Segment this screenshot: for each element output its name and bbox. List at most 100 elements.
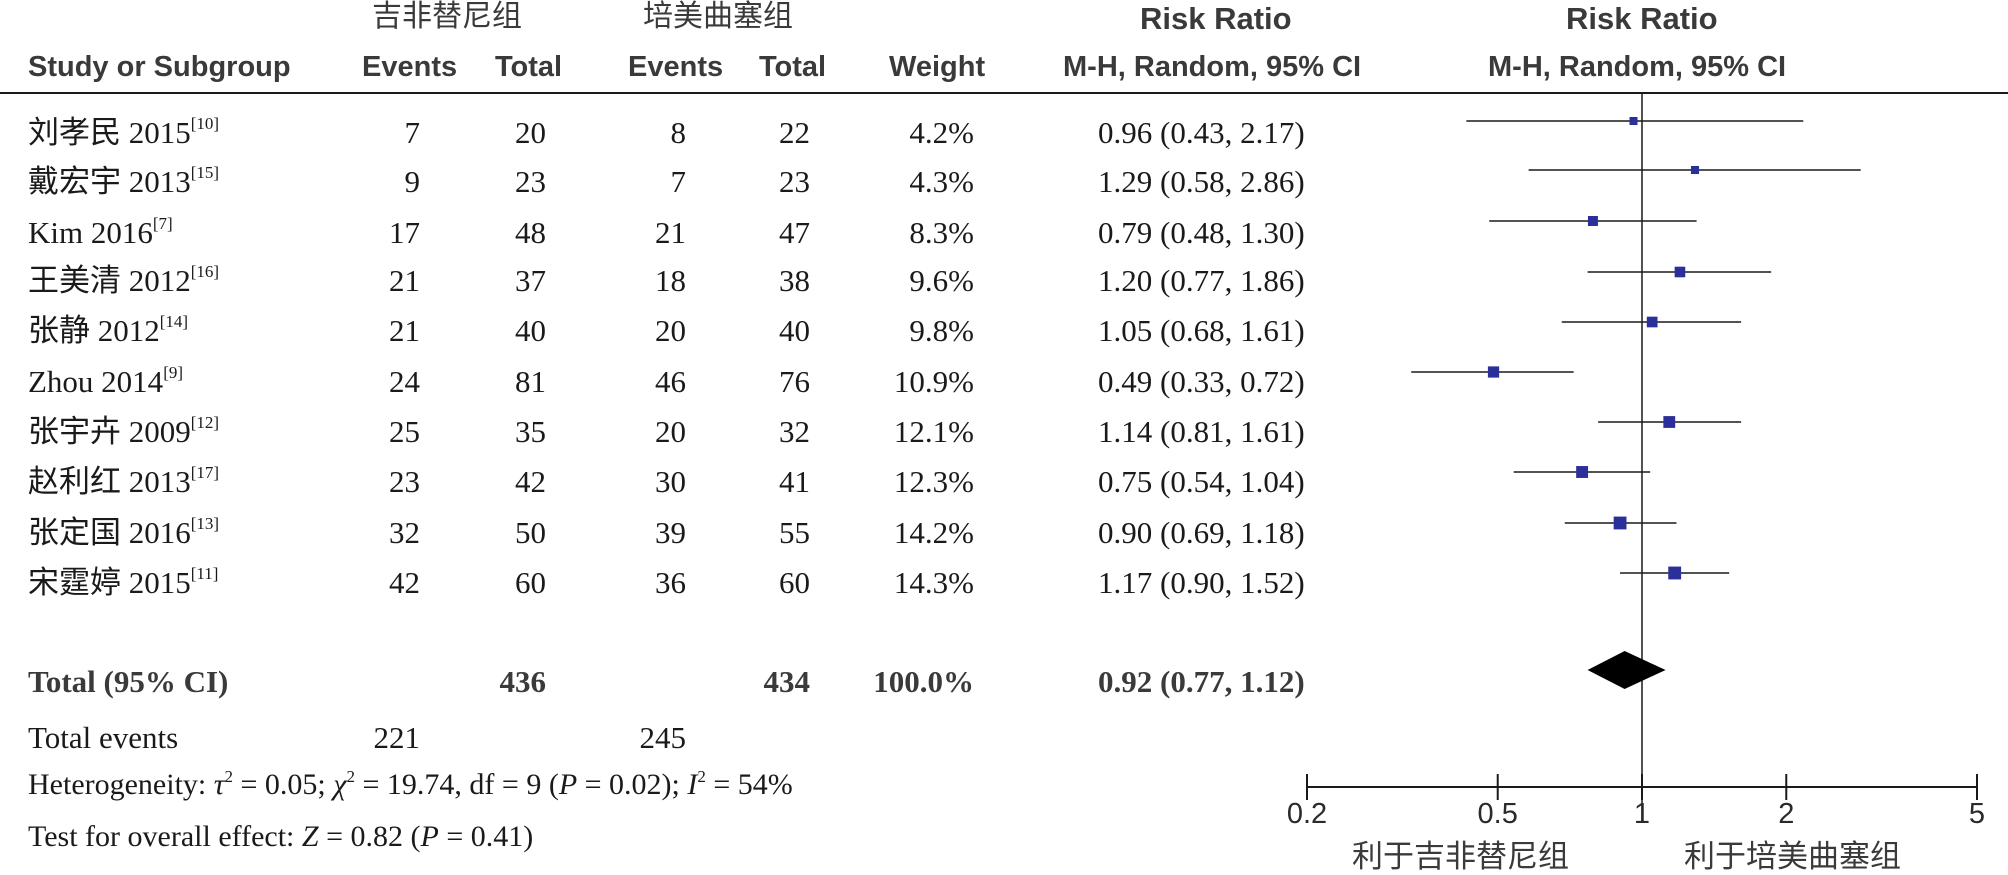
events-group1: 9 (404, 164, 421, 199)
weight-value: 4.2% (909, 115, 974, 150)
events2-header: Events (628, 51, 724, 83)
x-tick-label: 1 (1633, 798, 1651, 830)
rr-ci-value: 0.79 (0.48, 1.30) (1098, 215, 1305, 250)
events1-header: Events (362, 51, 458, 83)
study-name: 宋霆婷 2015[11] (28, 565, 218, 598)
study-name-text: 王美清 2012 (28, 263, 191, 298)
point-estimate-marker (1690, 165, 1700, 175)
total-group1: 48 (515, 215, 546, 250)
heterogeneity-text: Heterogeneity: τ2 = 0.05; χ2 = 19.74, df… (28, 767, 793, 801)
study-reference: [14] (159, 312, 189, 331)
rr-ci-value: 0.90 (0.69, 1.18) (1098, 515, 1305, 550)
rr-title-left: Risk Ratio (1140, 1, 1292, 36)
events-group2: 20 (655, 414, 686, 449)
point-estimate-marker (1576, 466, 1589, 478)
study-name-text: 张宇卉 2009 (28, 414, 191, 449)
favours-left-label: 利于吉非替尼组 (1352, 839, 1569, 875)
rr-ci-value: 0.96 (0.43, 2.17) (1098, 115, 1305, 150)
study-reference: [7] (152, 214, 173, 233)
weight-value: 12.3% (893, 464, 974, 499)
x-tick-label: 2 (1778, 798, 1795, 830)
total-group2: 434 (763, 664, 811, 699)
total-group2: 60 (779, 565, 810, 600)
study-name-text: 张静 2012 (28, 313, 160, 348)
study-name: 王美清 2012[16] (28, 262, 220, 298)
point-estimate-marker (1629, 116, 1638, 126)
total-events-label: Total events (28, 720, 179, 755)
total-group2: 32 (779, 414, 810, 449)
study-name-text: Zhou 2014 (28, 364, 164, 399)
study-reference: [17] (190, 463, 220, 482)
rr-method-left: M-H, Random, 95% CI (1063, 51, 1362, 83)
total-group1: 23 (515, 164, 546, 199)
events-group2: 36 (655, 565, 686, 600)
rr-ci-value: 0.49 (0.33, 0.72) (1098, 364, 1305, 399)
events-group1: 21 (389, 263, 420, 298)
events-group2: 8 (670, 115, 687, 150)
total-events-group2: 245 (639, 720, 687, 755)
weight-value: 8.3% (909, 215, 974, 250)
events-group1: 32 (389, 515, 420, 550)
study-name: 赵利红 2013[17] (28, 463, 220, 499)
point-estimate-marker (1674, 266, 1686, 278)
events-group1: 42 (389, 565, 420, 600)
rr-ci-value: 1.14 (0.81, 1.61) (1098, 414, 1305, 449)
study-reference: [10] (190, 114, 220, 133)
total-group1: 436 (499, 664, 547, 699)
weight-value: 14.3% (893, 565, 974, 600)
study-name: 戴宏宇 2013[15] (28, 163, 220, 199)
total-label: Total (95% CI) (28, 664, 229, 699)
events-group2: 39 (655, 515, 686, 550)
rr-ci-value: 1.20 (0.77, 1.86) (1098, 263, 1305, 298)
weight-value: 10.9% (893, 364, 974, 399)
total-events-group1: 221 (373, 720, 421, 755)
study-name: 张静 2012[14] (28, 312, 189, 348)
total1-header: Total (495, 51, 563, 83)
total-group2: 47 (779, 215, 810, 250)
total-ci: 0.92 (0.77, 1.12) (1098, 664, 1305, 699)
rr-title-right: Risk Ratio (1566, 1, 1718, 36)
study-reference: [13] (190, 514, 220, 533)
weight-value: 14.2% (893, 515, 974, 550)
events-group2: 21 (655, 215, 686, 250)
point-estimate-marker (1663, 416, 1676, 428)
rr-method-right: M-H, Random, 95% CI (1488, 51, 1787, 83)
total-group1: 20 (515, 115, 546, 150)
events-group1: 23 (389, 464, 420, 499)
study-name-text: 赵利红 2013 (28, 464, 191, 499)
events-group2: 18 (655, 263, 686, 298)
study-name: Kim 2016[7] (28, 214, 173, 250)
study-name: 张定国 2016[13] (28, 514, 220, 550)
study-name: Zhou 2014[9] (28, 364, 183, 399)
total-group2: 76 (779, 364, 810, 399)
study-name: 刘孝民 2015[10] (28, 114, 220, 148)
events-group1: 17 (389, 215, 420, 250)
study-name-text: 戴宏宇 2013 (28, 164, 191, 199)
study-reference: [12] (190, 413, 220, 432)
superscript-two: 2 (346, 767, 355, 786)
total-group2: 23 (779, 164, 810, 199)
total-group2: 41 (779, 464, 810, 499)
rr-ci-value: 0.75 (0.54, 1.04) (1098, 464, 1305, 499)
events-group2: 46 (655, 364, 686, 399)
study-name-text: 张定国 2016 (28, 515, 191, 550)
study-reference: [15] (190, 163, 220, 182)
group2-header: 培美曲塞组 (643, 0, 793, 34)
study-name-text: Kim 2016 (28, 215, 153, 250)
study-column-header: Study or Subgroup (28, 51, 291, 83)
pooled-diamond (1587, 651, 1666, 689)
point-estimate-marker (1668, 566, 1682, 580)
point-estimate-marker (1646, 316, 1658, 328)
weight-header: Weight (889, 51, 986, 83)
study-reference: [16] (190, 262, 220, 281)
events-group1: 7 (404, 115, 421, 150)
rr-ci-value: 1.17 (0.90, 1.52) (1098, 565, 1305, 600)
x-tick-label: 0.5 (1477, 798, 1518, 830)
events-group2: 7 (670, 164, 687, 199)
events-group2: 20 (655, 313, 686, 348)
total-group1: 42 (515, 464, 546, 499)
total-group2: 55 (779, 515, 810, 550)
total-weight: 100.0% (873, 664, 974, 699)
